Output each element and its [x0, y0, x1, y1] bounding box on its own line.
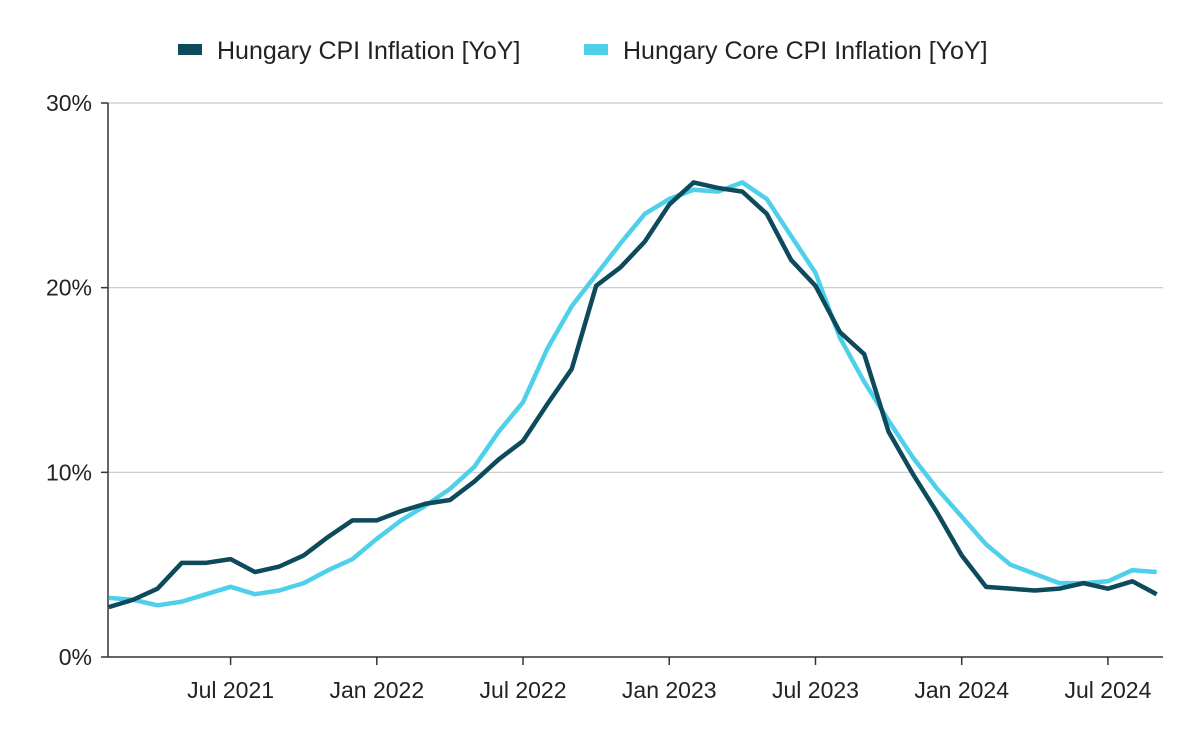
legend-item-core-cpi: Hungary Core CPI Inflation [YoY]: [584, 37, 988, 65]
tick-labels: 0% 10% 20% 30% Jul 2021 Jan 2022 Jul 2022 Jan 2…: [46, 90, 1152, 703]
legend-item-cpi: Hungary CPI Inflation [YoY]: [178, 37, 520, 65]
y-tick-label: 30%: [46, 90, 92, 116]
y-tick-label: 20%: [46, 275, 92, 301]
x-tick-label: Jan 2022: [329, 677, 424, 703]
x-tick-label: Jan 2023: [622, 677, 717, 703]
y-tick-label: 10%: [46, 459, 92, 485]
series-line-core-cpi: [108, 180, 1157, 608]
series-line-cpi: [108, 180, 1158, 610]
x-tick-label: Jan 2024: [914, 677, 1009, 703]
y-tick-label: 0%: [59, 644, 92, 670]
x-tick-label: Jul 2022: [480, 677, 567, 703]
axes: [101, 102, 1163, 665]
x-tick-label: Jul 2021: [187, 677, 274, 703]
legend-swatch-core-cpi: [584, 44, 608, 55]
series-lines: [108, 180, 1158, 610]
x-tick-label: Jul 2023: [772, 677, 859, 703]
gridlines: [108, 102, 1163, 473]
legend-label-core-cpi: Hungary Core CPI Inflation [YoY]: [623, 37, 988, 65]
legend-swatch-cpi: [178, 44, 202, 55]
legend: Hungary CPI Inflation [YoY] Hungary Core…: [178, 37, 988, 65]
legend-label-cpi: Hungary CPI Inflation [YoY]: [217, 37, 520, 65]
x-tick-label: Jul 2024: [1064, 677, 1151, 703]
